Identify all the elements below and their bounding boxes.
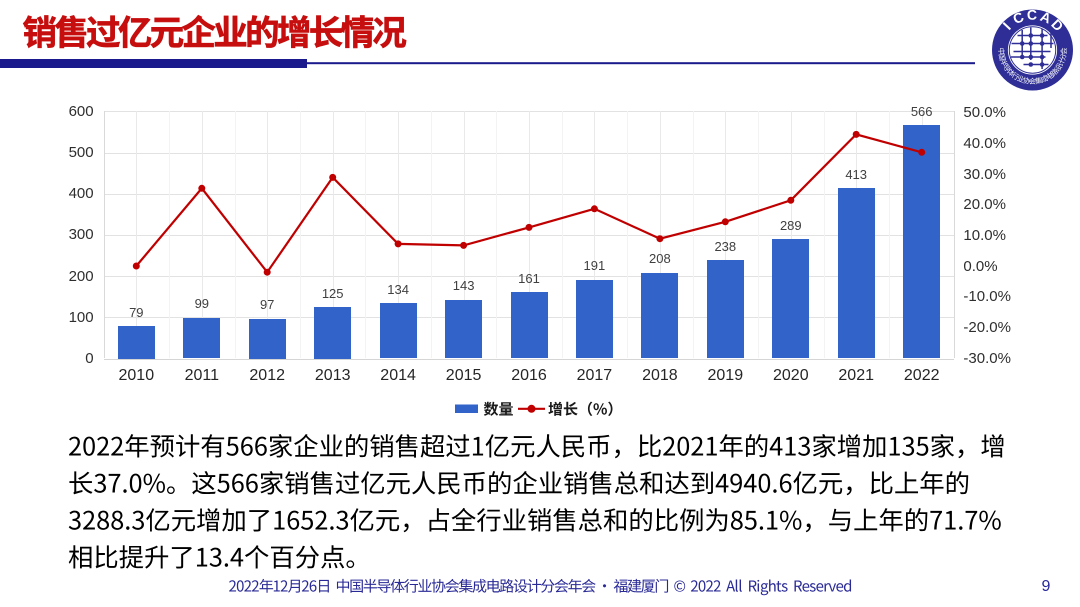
svg-text:C: C — [1027, 7, 1037, 23]
